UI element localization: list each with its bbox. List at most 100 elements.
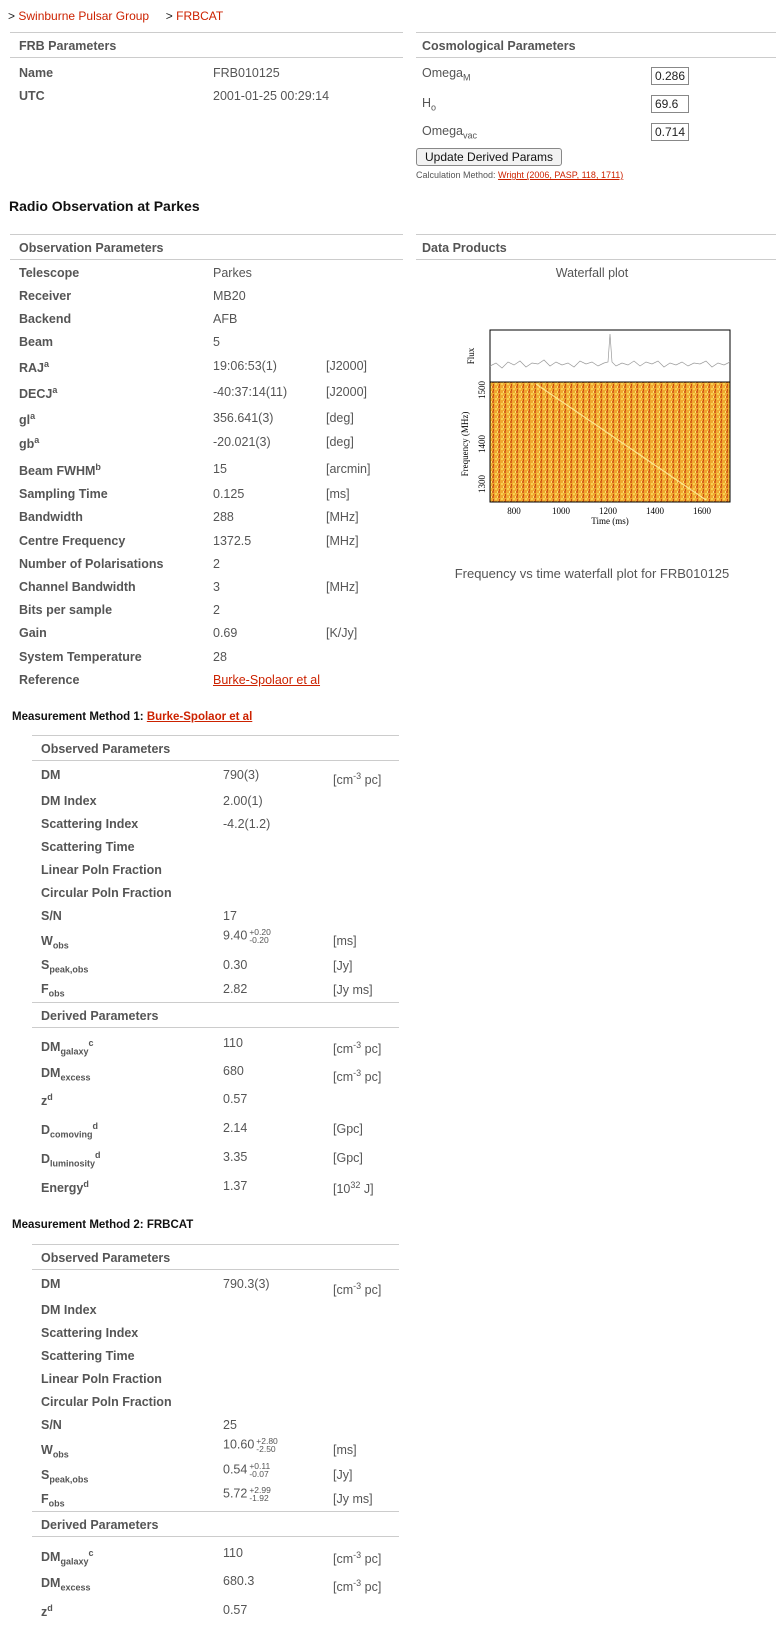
mm2-dm-excess-label: DMexcess — [41, 1576, 91, 1593]
obs-row-value: 15 — [213, 462, 227, 476]
divider — [10, 234, 403, 235]
measurement-method-1-heading: Measurement Method 1: Burke-Spolaor et a… — [12, 711, 252, 723]
x-tick-1400: 1400 — [646, 506, 665, 516]
obs-row-label: Number of Polarisations — [19, 557, 164, 571]
obs-row-label: Bandwidth — [19, 510, 83, 524]
y-tick-1400: 1400 — [477, 435, 487, 454]
update-derived-params-button[interactable]: Update Derived Params — [416, 148, 563, 166]
measurement-method-2-heading: Measurement Method 2: FRBCAT — [12, 1219, 194, 1231]
omega-vac-label: Omegavac — [422, 124, 478, 141]
mm2-fobs-label: Fobs — [41, 1492, 65, 1509]
mm1-wobs-unit: [ms] — [333, 934, 357, 948]
mm2-scattering-time-label: Scattering Time — [41, 1349, 135, 1363]
mm1-dm-excess-label: DMexcess — [41, 1066, 91, 1083]
mm1-scattering-index-label: Scattering Index — [41, 817, 139, 831]
obs-row-label: Backend — [19, 312, 72, 326]
mm2-dm-galaxy-value: 110 — [223, 1546, 243, 1560]
breadcrumb-link-swinburne[interactable]: Swinburne Pulsar Group — [18, 9, 150, 23]
data-products-header: Data Products — [422, 241, 507, 255]
omega-m-input[interactable] — [651, 67, 689, 85]
radio-observation-heading: Radio Observation at Parkes — [9, 198, 200, 214]
mm1-wobs-label: Wobs — [41, 934, 69, 951]
x-ticks: 800 1000 1200 1400 1600 — [507, 506, 711, 516]
obs-reference-link[interactable]: Burke-Spolaor et al — [213, 673, 321, 687]
obs-row-label: Channel Bandwidth — [19, 580, 136, 594]
obs-row-value: 0.125 — [213, 487, 245, 501]
y-tick-1500: 1500 — [477, 381, 487, 400]
mm2-wobs-label: Wobs — [41, 1443, 69, 1460]
mm1-z-label: zd — [41, 1092, 53, 1109]
y-tick-1300: 1300 — [477, 475, 487, 494]
breadcrumb-separator: > — [165, 9, 173, 23]
mm1-d-comoving-label: Dcomovingd — [41, 1121, 99, 1140]
mm2-fobs-value: 5.72 +2.99 -1.92 — [223, 1485, 271, 1503]
obs-row-value: 2 — [213, 603, 220, 617]
mm2-wobs-value: 10.60 +2.80 -2.50 — [223, 1436, 278, 1454]
obs-row-unit: [arcmin] — [326, 462, 371, 476]
mm2-z-value: 0.57 — [223, 1603, 248, 1617]
obs-row-label: Centre Frequency — [19, 534, 126, 548]
divider — [32, 1002, 399, 1003]
mm1-fobs-unit: [Jy ms] — [333, 983, 373, 997]
mm1-dm-galaxy-label: DMgalaxyc — [41, 1038, 94, 1057]
mm1-d-luminosity-value: 3.35 — [223, 1150, 248, 1164]
mm2-observed-header: Observed Parameters — [41, 1251, 171, 1265]
mm1-fobs-value: 2.82 — [223, 982, 248, 996]
x-tick-1200: 1200 — [599, 506, 618, 516]
omega-vac-input[interactable] — [651, 123, 689, 141]
obs-row-label: Telescope — [19, 266, 80, 280]
mm2-speak-label: Speak,obs — [41, 1468, 89, 1485]
breadcrumb-link-frbcat[interactable]: FRBCAT — [176, 9, 224, 23]
mm1-dm-excess-value: 680 — [223, 1064, 244, 1078]
waterfall-image — [489, 381, 731, 503]
mm1-dm-unit: [cm-3 pc] — [333, 771, 382, 788]
obs-row-value: 28 — [213, 650, 227, 664]
obs-row-value: -40:37:14(11) — [213, 385, 288, 399]
mm1-sn-value: 17 — [223, 909, 237, 923]
divider — [32, 1244, 399, 1245]
calc-method-prefix: Calculation Method: — [416, 170, 499, 180]
obs-row-value: 3 — [213, 580, 220, 594]
mm1-dm-value: 790(3) — [223, 768, 260, 782]
h0-label: Ho — [422, 96, 437, 113]
obs-row-value: 5 — [213, 335, 220, 349]
divider — [10, 32, 403, 33]
divider — [416, 234, 776, 235]
obs-row-value: Parkes — [213, 266, 252, 280]
mm2-sn-label: S/N — [41, 1418, 62, 1432]
mm1-dm-index-label: DM Index — [41, 794, 97, 808]
divider — [416, 32, 776, 33]
mm1-reference-link[interactable]: Burke-Spolaor et al — [146, 711, 253, 723]
calc-method-link[interactable]: Wright (2006, PASP, 118, 1711) — [498, 170, 624, 180]
mm1-derived-header: Derived Parameters — [41, 1009, 159, 1023]
divider — [32, 760, 399, 761]
mm1-dm-label: DM — [41, 768, 61, 782]
obs-row-label: Beam FWHMb — [19, 462, 101, 479]
obs-row-unit: [K/Jy] — [326, 626, 358, 640]
waterfall-caption: Frequency vs time waterfall plot for FRB… — [454, 566, 730, 581]
divider — [32, 1027, 399, 1028]
mm1-d-comoving-unit: [Gpc] — [333, 1122, 363, 1136]
mm2-dm-label: DM — [41, 1277, 61, 1291]
flux-axis-label: Flux — [466, 347, 476, 364]
breadcrumb: > Swinburne Pulsar Group > FRBCAT — [8, 9, 223, 23]
frb-params-header: FRB Parameters — [19, 39, 117, 53]
obs-row-unit: [MHz] — [326, 510, 359, 524]
mm1-speak-label: Speak,obs — [41, 958, 89, 975]
mm1-sn-label: S/N — [41, 909, 62, 923]
divider — [32, 1269, 399, 1270]
obs-row-label: gla — [19, 411, 36, 428]
obs-row-unit: [J2000] — [326, 385, 368, 399]
h0-input[interactable] — [651, 95, 689, 113]
mm2-dm-index-label: DM Index — [41, 1303, 97, 1317]
divider — [416, 259, 776, 260]
breadcrumb-separator: > — [8, 9, 16, 23]
obs-row-label: Beam — [19, 335, 54, 349]
mm1-d-comoving-value: 2.14 — [223, 1121, 248, 1135]
frb-utc-label: UTC — [19, 89, 45, 103]
omega-m-label: OmegaM — [422, 66, 471, 83]
calc-method: Calculation Method: Wright (2006, PASP, … — [416, 170, 623, 180]
waterfall-plot[interactable]: Flux Frequency (MHz) 1300 1400 1500 800 … — [456, 326, 746, 536]
x-tick-1000: 1000 — [552, 506, 571, 516]
obs-row-label: DECJa — [19, 385, 58, 402]
